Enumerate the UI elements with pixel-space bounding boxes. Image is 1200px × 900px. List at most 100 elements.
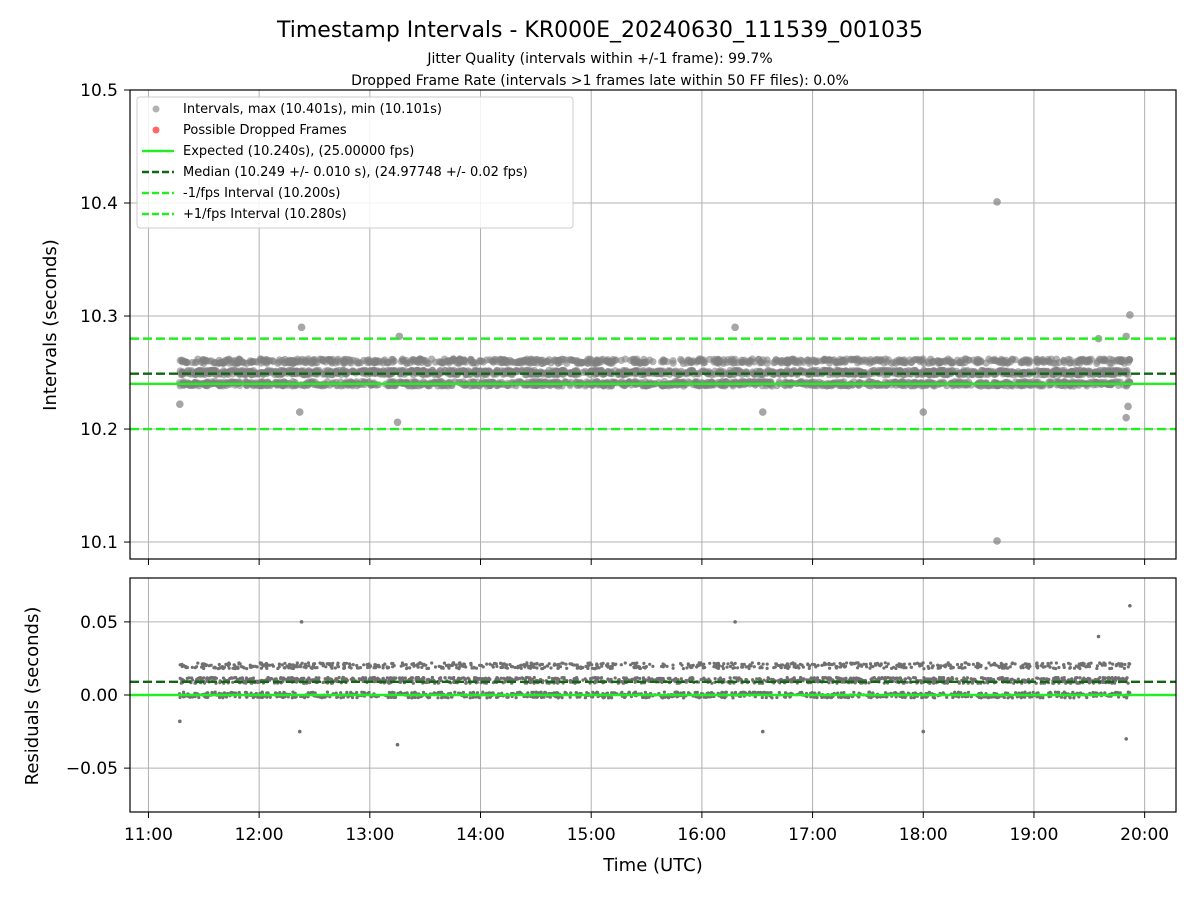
residual-point — [474, 666, 479, 670]
residual-point — [1066, 661, 1071, 665]
legend-expected: Expected (10.240s), (25.00000 fps) — [183, 144, 414, 159]
residuals-panel: −0.050.000.05 11:00 12:00 13:00 14:00 15:00 1… — [22, 577, 1177, 876]
interval-point — [900, 356, 908, 364]
residual-point — [302, 665, 306, 669]
residual-points — [177, 603, 1132, 747]
interval-point — [470, 381, 478, 389]
interval-point — [262, 357, 270, 365]
interval-point — [806, 357, 814, 365]
residual-point — [385, 666, 390, 670]
interval-point — [301, 356, 309, 364]
residual-point — [922, 667, 926, 671]
residual-point — [236, 665, 240, 669]
interval-point — [497, 355, 505, 363]
residual-point — [726, 662, 730, 666]
interval-point — [479, 358, 487, 366]
residual-point — [574, 691, 578, 695]
interval-point — [590, 359, 599, 367]
residual-point — [398, 690, 403, 695]
interval-point — [747, 357, 755, 365]
interval-point — [313, 359, 321, 367]
residual-point — [1110, 666, 1114, 671]
interval-point — [997, 357, 1006, 365]
residual-point — [903, 677, 907, 681]
interval-point — [1079, 356, 1087, 364]
residual-point — [1126, 665, 1130, 669]
interval-point — [541, 358, 549, 366]
interval-point — [603, 357, 611, 365]
interval-point — [832, 359, 840, 367]
interval-outlier-point — [1126, 311, 1134, 319]
interval-point — [577, 358, 585, 366]
interval-point — [640, 358, 648, 366]
residual-point — [362, 663, 366, 667]
residual-point — [1082, 676, 1086, 680]
interval-point — [219, 359, 227, 367]
legend-intervals-marker — [152, 105, 160, 113]
residual-point — [842, 677, 846, 682]
interval-point — [353, 359, 362, 367]
interval-point — [428, 355, 436, 363]
residual-point — [909, 696, 913, 700]
interval-point — [1106, 355, 1114, 363]
residual-point — [430, 676, 434, 680]
residual-point — [436, 696, 440, 700]
residual-point — [619, 663, 623, 667]
interval-point — [319, 356, 327, 364]
residual-point — [464, 681, 468, 685]
interval-point — [837, 368, 845, 376]
residual-point — [485, 662, 489, 666]
residual-point — [945, 695, 949, 700]
interval-point — [191, 381, 199, 389]
interval-point — [1023, 357, 1031, 365]
interval-point — [178, 356, 186, 364]
interval-point — [437, 358, 445, 366]
interval-point — [533, 355, 541, 364]
residual-point — [351, 663, 355, 667]
residual-point — [291, 690, 295, 694]
residual-point — [1125, 676, 1129, 680]
interval-point — [794, 357, 802, 365]
residual-point — [951, 665, 955, 670]
residual-point — [967, 662, 971, 667]
residual-point — [798, 677, 803, 681]
residual-point — [349, 666, 353, 670]
residual-point — [613, 676, 617, 680]
residual-point — [822, 676, 827, 680]
residual-point — [411, 681, 415, 685]
interval-point — [1041, 358, 1049, 366]
interval-point — [240, 359, 248, 367]
interval-outlier-point — [393, 418, 402, 427]
residual-point — [964, 661, 968, 665]
residual-point — [1078, 676, 1082, 680]
residual-point — [800, 663, 804, 667]
chart-title: Timestamp Intervals - KR000E_20240630_11… — [276, 18, 923, 43]
residual-point — [720, 690, 725, 695]
interval-point — [699, 359, 708, 367]
interval-point — [406, 359, 414, 367]
residual-point — [306, 661, 310, 665]
residual-point — [774, 662, 778, 666]
residual-point — [752, 665, 756, 669]
interval-point — [334, 355, 342, 363]
residual-point — [433, 665, 438, 669]
interval-point — [848, 355, 857, 363]
residual-point — [472, 666, 476, 670]
interval-point — [246, 358, 254, 366]
interval-point — [890, 358, 898, 366]
residual-point — [907, 676, 911, 680]
interval-point — [327, 356, 335, 364]
residual-point — [1038, 696, 1042, 700]
interval-point — [399, 357, 407, 365]
residual-point — [390, 661, 394, 666]
interval-point — [211, 358, 219, 366]
residual-point — [309, 690, 313, 695]
residual-point — [540, 667, 544, 671]
residual-point — [733, 676, 737, 680]
interval-point — [470, 359, 478, 367]
legend-minus-fps: -1/fps Interval (10.200s) — [183, 186, 340, 201]
residual-point — [662, 690, 667, 694]
interval-point — [194, 355, 202, 363]
interval-point — [659, 356, 667, 364]
interval-point — [783, 356, 792, 364]
